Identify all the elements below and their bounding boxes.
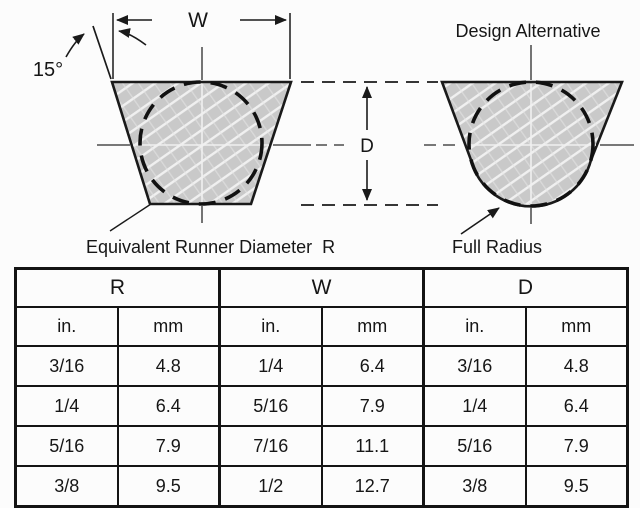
table-cell: 5/16 — [422, 425, 527, 467]
table-cell: 1/2 — [218, 465, 323, 508]
table-cell: 5/16 — [14, 425, 119, 467]
table-row: 3/8 9.5 1/2 12.7 3/8 9.5 — [14, 465, 629, 508]
table-cell: 7.9 — [524, 425, 629, 467]
angle-slant-line — [92, 25, 112, 80]
table-cell: 7/16 — [218, 425, 323, 467]
table-cell: 9.5 — [116, 465, 221, 508]
runner-cross-section-diagram: D W 15° Design Alternative Full Radius E… — [33, 9, 634, 257]
table-cell: 6.4 — [320, 345, 425, 387]
group-header-w: W — [218, 267, 425, 308]
table-cell: 5/16 — [218, 385, 323, 427]
unit-header: in. — [422, 306, 527, 347]
unit-header: mm — [524, 306, 629, 347]
full-radius-label: Full Radius — [452, 237, 542, 257]
group-header-d: D — [422, 267, 629, 308]
group-header-r: R — [14, 267, 221, 308]
table-cell: 3/8 — [422, 465, 527, 508]
full-radius-leader-arrow — [460, 207, 500, 235]
centerlines — [97, 45, 634, 224]
table-cell: 3/16 — [422, 345, 527, 387]
w-dimension-label: W — [188, 9, 208, 32]
equivalent-circle-right — [467, 80, 595, 208]
unit-header: in. — [14, 306, 119, 347]
table-row: 3/16 4.8 1/4 6.4 3/16 4.8 — [14, 345, 629, 387]
equivalent-circle-left — [138, 80, 264, 206]
table-cell: 4.8 — [116, 345, 221, 387]
unit-header: in. — [218, 306, 323, 347]
angle-leader-arrow — [65, 33, 85, 58]
table-cell: 6.4 — [524, 385, 629, 427]
table-cell: 12.7 — [320, 465, 425, 508]
table-cell: 3/16 — [14, 345, 119, 387]
angle-sweep-arrow — [118, 28, 147, 46]
table-row: 1/4 6.4 5/16 7.9 1/4 6.4 — [14, 385, 629, 427]
table-cell: 1/4 — [14, 385, 119, 427]
equivalent-runner-label: Equivalent Runner Diameter R — [86, 237, 335, 257]
table-cell: 6.4 — [116, 385, 221, 427]
table-row: 5/16 7.9 7/16 11.1 5/16 7.9 — [14, 425, 629, 467]
table-cell: 9.5 — [524, 465, 629, 508]
table-cell: 11.1 — [320, 425, 425, 467]
table-cell: 1/4 — [218, 345, 323, 387]
design-alternative-label: Design Alternative — [455, 21, 600, 41]
table-cell: 3/8 — [14, 465, 119, 508]
group-header-row: R W D — [14, 267, 629, 308]
unit-header: mm — [320, 306, 425, 347]
d-dimension-label: D — [360, 136, 374, 157]
unit-header: mm — [116, 306, 221, 347]
table-cell: 4.8 — [524, 345, 629, 387]
table-cell: 1/4 — [422, 385, 527, 427]
angle-label: 15° — [33, 59, 63, 81]
runner-size-table: R W D in. mm in. mm in. mm 3/16 4.8 1/4 … — [14, 267, 629, 508]
table-cell: 7.9 — [116, 425, 221, 467]
equivalent-runner-leader-line — [109, 203, 152, 232]
unit-header-row: in. mm in. mm in. mm — [14, 306, 629, 347]
table-cell: 7.9 — [320, 385, 425, 427]
